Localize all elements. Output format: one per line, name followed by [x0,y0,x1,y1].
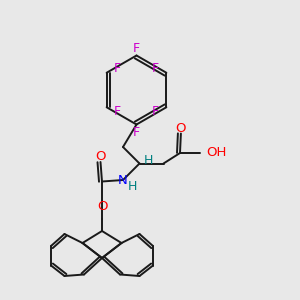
Text: F: F [152,105,159,118]
Text: O: O [97,200,107,213]
Text: F: F [114,105,121,118]
Text: F: F [133,41,140,55]
Text: N: N [118,173,128,187]
Text: F: F [152,62,159,75]
Text: OH: OH [206,146,226,160]
Text: H: H [144,154,153,167]
Text: H: H [128,179,137,193]
Text: F: F [114,62,121,75]
Text: O: O [95,150,106,163]
Text: O: O [176,122,186,135]
Text: F: F [133,125,140,139]
